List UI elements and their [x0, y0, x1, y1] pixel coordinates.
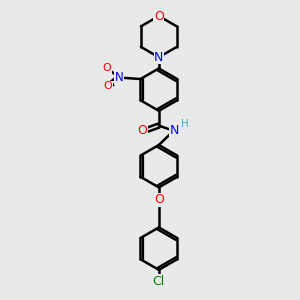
Text: N: N [154, 51, 164, 64]
Text: H: H [181, 119, 189, 129]
Text: O: O [154, 10, 164, 22]
Text: O: O [104, 81, 112, 92]
Text: Cl: Cl [153, 274, 165, 287]
Text: N: N [115, 71, 124, 84]
Text: O: O [103, 63, 111, 73]
Text: O: O [138, 124, 148, 137]
Text: O: O [154, 193, 164, 206]
Text: N: N [169, 124, 179, 137]
